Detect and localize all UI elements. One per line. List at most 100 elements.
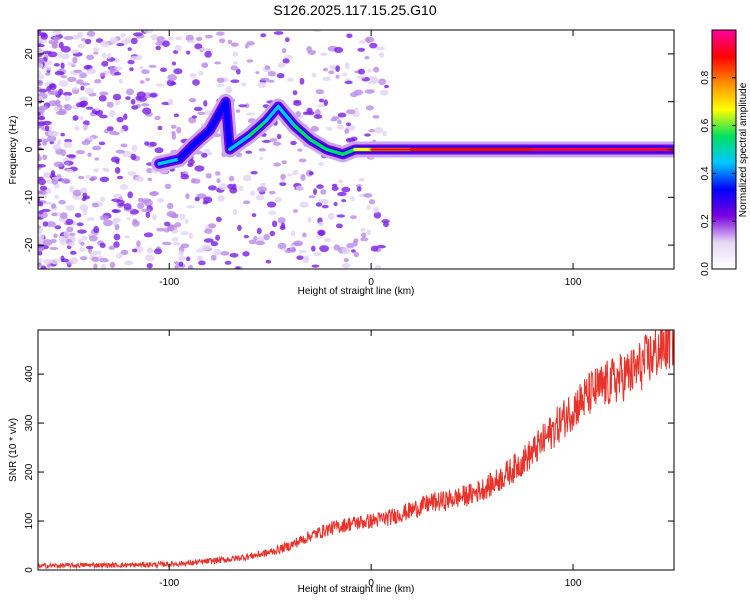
noise-blob [173,68,183,75]
noise-blob [152,214,157,221]
noise-blob [171,133,177,140]
noise-blob [161,241,172,246]
y-tick-label: 300 [24,414,35,431]
noise-blob [198,70,204,76]
noise-blob [215,83,225,87]
noise-blob [180,173,190,180]
noise-blob [101,60,109,67]
noise-blob [133,32,143,37]
noise-blob [375,264,382,269]
noise-blob [120,33,126,38]
noise-blob [178,266,184,269]
noise-blob [292,169,299,176]
noise-blob [334,46,344,54]
noise-blob [328,70,335,75]
noise-blob [85,87,94,95]
noise-blob [299,201,309,208]
noise-blob [130,153,137,161]
noise-blob [81,100,88,107]
ridge-segment [324,147,345,157]
noise-blob [308,171,314,176]
noise-blob [53,233,58,238]
noise-blob [149,191,158,196]
noise-blob [87,217,95,221]
noise-blob [103,168,110,173]
noise-blob [77,31,83,38]
noise-blob [139,80,145,84]
noise-blob [80,38,87,42]
noise-blob [358,68,365,75]
noise-blob [350,215,357,220]
noise-blob [167,224,175,232]
noise-blob [86,136,95,141]
noise-blob [38,196,41,202]
noise-blob [281,160,287,165]
y-tick-label: 200 [24,463,35,480]
ridge-segment [292,123,313,142]
y-tick-label: 10 [24,96,35,108]
noise-blob [148,64,157,68]
noise-blob [50,170,56,176]
noise-blob [355,184,362,188]
noise-blob [156,198,165,203]
noise-blob [94,79,102,84]
noise-blob [146,168,153,174]
noise-blob [92,145,102,151]
noise-blob [98,141,106,146]
snr-line [38,330,674,570]
noise-blob [46,60,53,65]
noise-blob [164,183,172,190]
noise-blob [77,43,85,49]
noise-blob [263,233,270,241]
noise-blob [43,258,53,265]
noise-blob [109,37,119,44]
noise-blob [273,162,281,167]
noise-blob [143,30,154,34]
noise-blob [147,177,153,182]
noise-blob [53,106,60,112]
noise-blob [269,230,276,237]
noise-blob [93,226,100,233]
noise-blob [341,263,351,269]
noise-blob [110,156,120,163]
spectrogram-cells [38,30,674,269]
noise-blob [324,237,332,243]
noise-blob [130,37,138,45]
noise-blob [356,186,362,192]
noise-blob [282,58,290,64]
noise-blob [187,264,194,269]
noise-blob [194,165,205,172]
noise-blob [344,62,350,70]
noise-blob [113,233,121,241]
noise-blob [337,119,342,125]
noise-blob [229,253,239,258]
noise-blob [44,125,50,132]
noise-blob [85,174,92,180]
noise-blob [77,229,87,234]
noise-blob [368,129,376,133]
noise-blob [137,202,145,210]
noise-blob [279,182,287,186]
noise-blob [295,111,301,117]
noise-blob [260,77,270,81]
spectrogram-x-axis-label: Height of straight line (km) [298,286,415,297]
snr-panel: -100 0 100 0 100 200 300 400 Height of straight… [8,329,675,595]
noise-blob [320,52,328,56]
noise-blob [63,36,74,40]
noise-blob [38,225,42,229]
noise-blob [162,40,170,47]
noise-blob [42,139,49,143]
noise-blob [271,220,278,228]
noise-blob [273,31,284,35]
spectrogram-y-axis-label: Frequency (Hz) [8,116,19,185]
noise-blob [149,93,157,98]
noise-blob [228,175,235,182]
noise-blob [178,250,184,256]
noise-blob [116,175,124,180]
noise-blob [86,245,94,250]
noise-blob [235,266,241,269]
noise-blob [219,38,226,44]
noise-blob [204,228,213,234]
noise-blob [38,121,47,127]
noise-blob [197,111,206,116]
